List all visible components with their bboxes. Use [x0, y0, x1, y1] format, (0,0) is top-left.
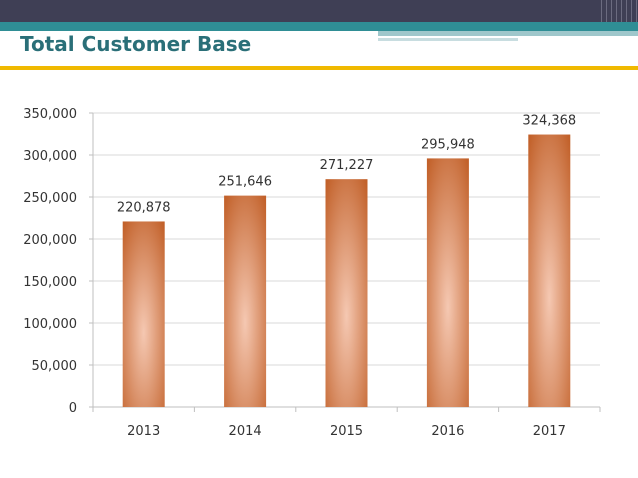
data-label-2014: 251,646	[218, 175, 272, 190]
x-tick-label: 2017	[533, 424, 566, 439]
data-label-2013: 220,878	[117, 200, 171, 215]
bar-2013	[122, 221, 165, 407]
x-tick-label: 2013	[127, 424, 160, 439]
header-band	[0, 0, 638, 26]
y-tick-label: 50,000	[32, 359, 78, 374]
bar-2017	[528, 134, 571, 407]
bar-2015	[325, 179, 368, 407]
bar-2014	[224, 195, 267, 407]
y-tick-label: 200,000	[23, 233, 77, 248]
y-tick-label: 300,000	[23, 149, 77, 164]
x-tick-label: 2015	[330, 424, 363, 439]
y-tick-label: 350,000	[23, 107, 77, 122]
data-label-2017: 324,368	[522, 114, 576, 129]
title-underline	[0, 66, 638, 70]
x-tick-label: 2014	[229, 424, 262, 439]
header-stripes	[597, 0, 638, 22]
header-accent-light-thin	[378, 38, 518, 41]
y-tick-label: 150,000	[23, 275, 77, 290]
y-tick-label: 100,000	[23, 317, 77, 332]
y-tick-label: 250,000	[23, 191, 77, 206]
y-tick-labels: 0 50,000 100,000 150,000 200,000 250,000 300,0…	[23, 107, 77, 416]
data-label-2015: 271,227	[320, 158, 374, 173]
bar-2016	[426, 158, 469, 407]
x-tick-labels: 2013 2014 2015 2016 2017	[127, 424, 566, 439]
bars	[122, 134, 571, 407]
x-tick-label: 2016	[431, 424, 464, 439]
y-tick-label: 0	[69, 401, 77, 416]
data-label-2016: 295,948	[421, 137, 475, 152]
data-labels: 220,878 251,646 271,227 295,948 324,368	[117, 114, 576, 216]
page-title: Total Customer Base	[20, 32, 252, 56]
header-accent-teal	[0, 22, 638, 31]
header-accent-light	[378, 31, 638, 36]
